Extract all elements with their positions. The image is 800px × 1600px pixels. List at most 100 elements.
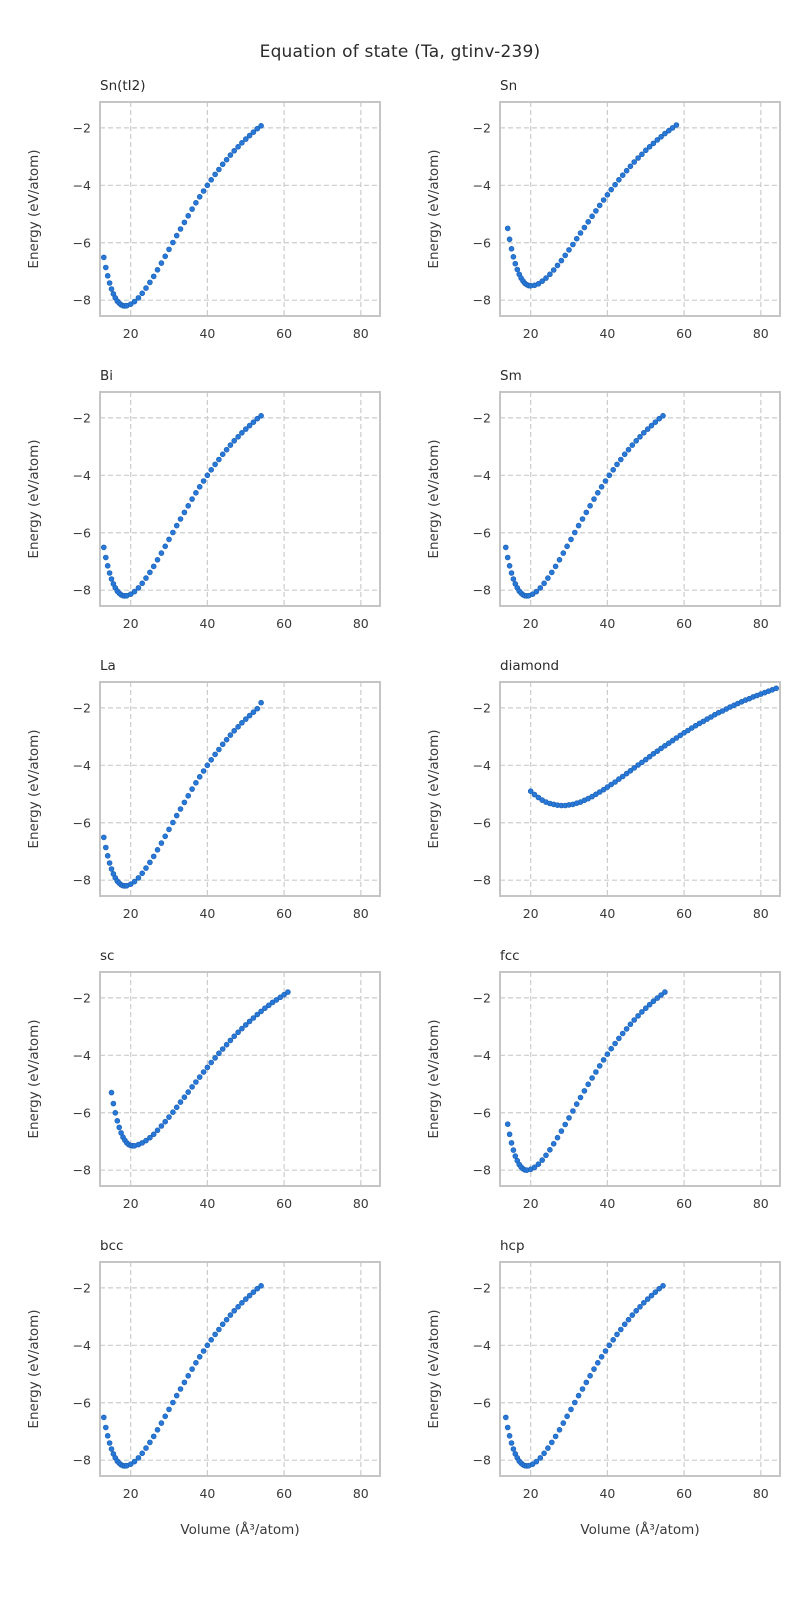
data-point [583,1379,590,1386]
data-point [618,456,624,463]
subplot-title: Sn(tI2) [100,78,146,94]
data-point [539,1157,545,1163]
x-tick-label: 60 [276,906,292,921]
x-tick-label: 40 [199,906,215,921]
data-point [643,756,649,763]
data-point [504,225,511,232]
y-axis-label: Energy (eV/atom) [426,1309,442,1428]
data-point [166,1114,172,1120]
data-point [660,412,666,419]
data-point [610,1337,616,1343]
data-point [250,709,257,716]
data-point [104,563,111,569]
data-point [646,144,653,150]
data-point [635,762,641,768]
data-point [503,1414,509,1421]
y-axis-label: Energy (eV/atom) [426,1019,442,1138]
data-point [258,699,264,706]
data-point [673,122,680,128]
data-point [204,1342,211,1349]
data-point [147,569,153,576]
data-point [669,125,676,131]
x-tick-label: 80 [753,326,769,341]
data-point [504,1121,511,1127]
data-point [618,1326,624,1333]
data-point [239,720,245,726]
data-point [170,1399,176,1406]
data-point [166,246,172,253]
data-point [193,780,199,786]
x-tick-label: 40 [599,616,615,631]
data-point [589,213,595,220]
subplot-canvas: hcp −2 −4 −6 −8 20 40 60 80 Energy (eV/atom) Volum… [426,1238,781,1538]
data-point [196,484,203,490]
y-tick-label: −2 [473,410,491,425]
data-point [181,1094,188,1100]
data-point [570,1108,576,1114]
data-point [541,1450,547,1457]
data-point [614,1331,620,1338]
subplot-canvas: Sn −2 −4 −6 −8 20 40 60 80 Energy (eV/atom) [426,78,781,341]
data-point [662,989,668,995]
data-point [177,1386,184,1392]
data-point [200,1069,207,1075]
data-point [595,490,601,496]
data-point [639,151,645,158]
data-point [246,422,253,429]
plot-border [499,681,781,897]
data-point [177,806,184,812]
data-point [243,1296,249,1302]
y-tick-label: −8 [473,873,491,888]
x-tick-label: 80 [753,1196,769,1211]
data-point [150,1131,157,1138]
data-point [216,456,222,463]
subplot-grid: Sn(tI2) −2 −4 −6 −8 20 40 60 80 Energy (eV/atom) S… [0,70,800,1600]
subplot-title: Sm [500,368,522,384]
subplot-sn: Sn −2 −4 −6 −8 20 40 60 80 Energy (eV/atom) [400,70,800,360]
data-point [223,1041,230,1048]
data-point [637,1304,643,1310]
data-point [193,200,199,206]
data-point [556,1427,563,1433]
data-point [539,278,545,284]
data-point [616,177,622,183]
data-point [277,994,284,1001]
data-point [139,290,145,297]
data-point [196,1354,203,1360]
data-point [135,875,142,881]
data-point [629,1312,636,1318]
data-point [227,1312,234,1318]
data-point [269,999,276,1006]
data-point [177,516,184,522]
data-point [243,136,249,142]
data-point [606,1342,613,1349]
data-point [619,172,626,178]
data-point [101,254,107,261]
y-tick-label: −6 [73,815,91,830]
data-point [504,1424,511,1431]
data-point [223,446,230,453]
data-point [254,415,261,422]
data-point [531,1164,538,1171]
data-point [250,129,257,136]
x-tick-label: 60 [676,1486,692,1501]
data-point [616,1035,622,1042]
data-point [537,585,544,591]
data-point [633,1308,639,1314]
x-tick-label: 40 [199,326,215,341]
data-point [625,1316,632,1323]
data-point [535,281,542,287]
data-point [231,1033,237,1040]
x-tick-label: 40 [199,1486,215,1501]
data-point [200,768,207,774]
data-point [170,529,176,536]
subplot-la: La −2 −4 −6 −8 20 40 60 80 Energy (eV/atom) [0,650,400,940]
data-point [147,859,153,866]
data-point [258,1008,264,1015]
data-point [212,171,218,178]
data-point [189,1366,195,1372]
data-point [608,186,614,193]
data-point [529,591,536,597]
data-point [227,732,234,738]
x-tick-label: 80 [353,1486,369,1501]
